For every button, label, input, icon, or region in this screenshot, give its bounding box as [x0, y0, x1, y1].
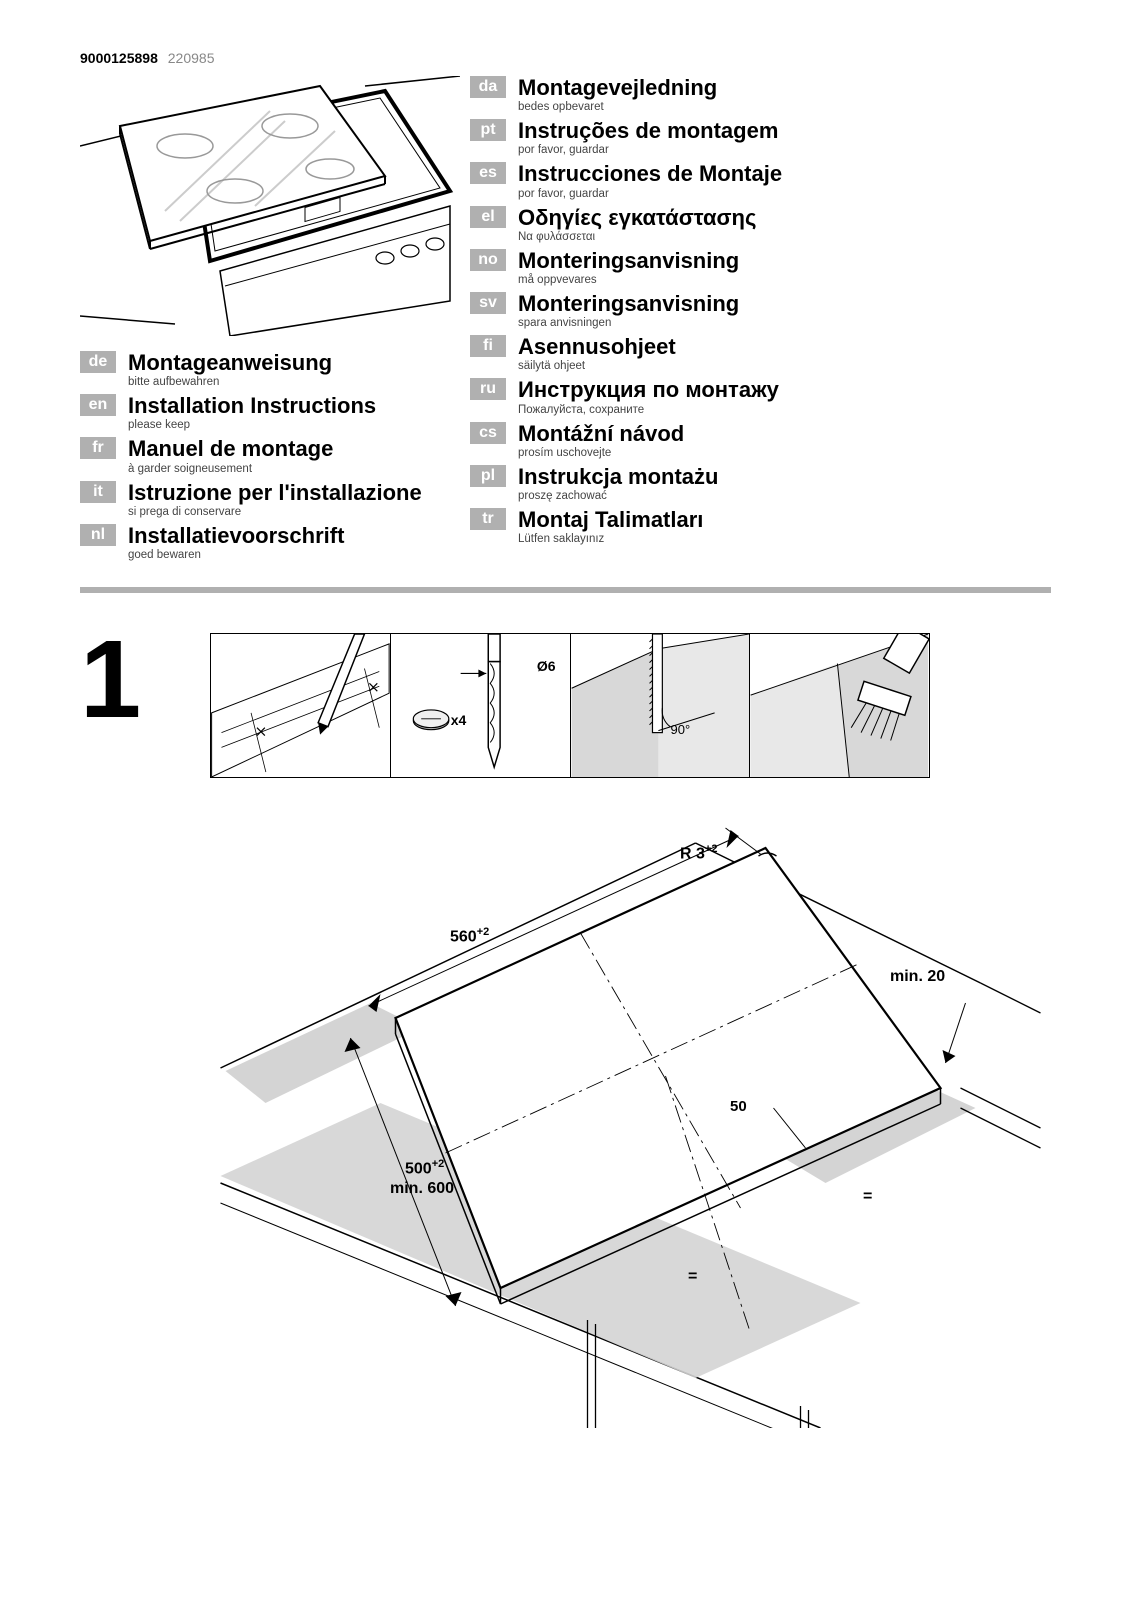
language-list-right: da Montagevejledningbedes opbevaret pt Inst… — [470, 76, 1051, 545]
lang-row-sv: sv Monteringsanvisningspara anvisningen — [470, 292, 1051, 329]
lang-title: Istruzione per l'installazione — [128, 481, 460, 505]
lang-badge: pl — [470, 465, 506, 487]
lang-title: Инструкция по монтажу — [518, 378, 1051, 402]
lang-subtitle: bitte aufbewahren — [128, 376, 460, 388]
dim-depth: 500+2 — [405, 1158, 444, 1178]
dim-front-gap: 50 — [730, 1098, 747, 1115]
lang-subtitle: à garder soigneusement — [128, 463, 460, 475]
lang-row-ru: ru Инструкция по монтажу Пожалуйста, сохра… — [470, 378, 1051, 415]
lang-row-el: el Οδηγίες εγκατάστασηςΝα φυλάσσεται — [470, 206, 1051, 243]
lang-badge: tr — [470, 508, 506, 530]
lang-subtitle: spara anvisningen — [518, 317, 1051, 329]
lang-badge: cs — [470, 422, 506, 444]
lang-badge: nl — [80, 524, 116, 546]
lang-title: Montageanweisung — [128, 351, 460, 375]
panel-mark — [211, 634, 390, 777]
lang-title: Montážní návod — [518, 422, 1051, 446]
lang-badge: el — [470, 206, 506, 228]
lang-subtitle: Пожалуйста, сохраните — [518, 404, 1051, 416]
lang-subtitle: bedes opbevaret — [518, 101, 1051, 113]
lang-subtitle: por favor, guardar — [518, 144, 1051, 156]
dim-min-depth: min. 600 — [390, 1180, 454, 1198]
hob-illustration — [80, 76, 460, 336]
lang-row-nl: nl Installatievoorschriftgoed bewaren — [80, 524, 460, 561]
lang-title: Instruções de montagem — [518, 119, 1051, 143]
lang-badge: pt — [470, 119, 506, 141]
doc-id-secondary: 220985 — [168, 50, 215, 66]
document-id: 9000125898 220985 — [80, 50, 1051, 66]
lang-row-pt: pt Instruções de montagempor favor, guard… — [470, 119, 1051, 156]
section-divider — [80, 587, 1051, 593]
lang-title: Monteringsanvisning — [518, 249, 1051, 273]
lang-title: Montagevejledning — [518, 76, 1051, 100]
drill-size-label: Ø6 — [537, 658, 556, 674]
lang-badge: es — [470, 162, 506, 184]
lang-badge: ru — [470, 378, 506, 400]
dim-clearance: min. 20 — [890, 968, 945, 986]
lang-title: Installatievoorschrift — [128, 524, 460, 548]
dim-width: 560+2 — [450, 926, 489, 946]
language-list-left: de Montageanweisungbitte aufbewahren en Ins… — [80, 351, 460, 561]
lang-badge: fi — [470, 335, 506, 357]
screw-count-label: x4 — [451, 712, 467, 728]
lang-badge: it — [80, 481, 116, 503]
lang-title: Manuel de montage — [128, 437, 460, 461]
lang-title: Οδηγίες εγκατάστασης — [518, 206, 1051, 230]
lang-subtitle: Να φυλάσσεται — [518, 231, 1051, 243]
lang-badge: da — [470, 76, 506, 98]
doc-id-primary: 9000125898 — [80, 50, 158, 66]
lang-title: Installation Instructions — [128, 394, 460, 418]
angle-label: 90° — [671, 722, 691, 737]
lang-subtitle: por favor, guardar — [518, 188, 1051, 200]
lang-subtitle: Lütfen saklayınız — [518, 533, 1051, 545]
lang-row-fr: fr Manuel de montage à garder soigneusemen… — [80, 437, 460, 474]
step-panels: Ø6 x4 — [210, 633, 930, 778]
lang-subtitle: si prega di conservare — [128, 506, 460, 518]
lang-row-it: it Istruzione per l'installazionesi prega… — [80, 481, 460, 518]
equal-mark-1: = — [688, 1268, 697, 1286]
lang-badge: de — [80, 351, 116, 373]
lang-title: Asennusohjeet — [518, 335, 1051, 359]
lang-title: Monteringsanvisning — [518, 292, 1051, 316]
lang-badge: fr — [80, 437, 116, 459]
lang-subtitle: må oppvevares — [518, 274, 1051, 286]
lang-badge: sv — [470, 292, 506, 314]
lang-subtitle: proszę zachować — [518, 490, 1051, 502]
lang-badge: no — [470, 249, 506, 271]
lang-row-da: da Montagevejledningbedes opbevaret — [470, 76, 1051, 113]
panel-seal — [749, 634, 929, 777]
lang-subtitle: please keep — [128, 419, 460, 431]
equal-mark-2: = — [863, 1188, 872, 1206]
lang-badge: en — [80, 394, 116, 416]
lang-row-no: no Monteringsanvisningmå oppvevares — [470, 249, 1051, 286]
dim-radius: R 3+2 — [680, 843, 717, 863]
lang-row-fi: fi Asennusohjeetsäilytä ohjeet — [470, 335, 1051, 372]
step-number: 1 — [80, 633, 180, 1428]
lang-title: Instrucciones de Montaje — [518, 162, 1051, 186]
panel-drill: Ø6 x4 — [390, 634, 570, 777]
lang-row-es: es Instrucciones de Montaje por favor, gua… — [470, 162, 1051, 199]
cutout-diagram: R 3+2 560+2 50 500+2 min. 600 min. 20 = … — [210, 808, 1051, 1428]
lang-subtitle: prosím uschovejte — [518, 447, 1051, 459]
lang-row-tr: tr Montaj TalimatlarıLütfen saklayınız — [470, 508, 1051, 545]
lang-subtitle: säilytä ohjeet — [518, 360, 1051, 372]
lang-title: Montaj Talimatları — [518, 508, 1051, 532]
lang-title: Instrukcja montażu — [518, 465, 1051, 489]
lang-subtitle: goed bewaren — [128, 549, 460, 561]
lang-row-cs: cs Montážní návodprosím uschovejte — [470, 422, 1051, 459]
lang-row-en: en Installation Instructionsplease keep — [80, 394, 460, 431]
lang-row-pl: pl Instrukcja montażuproszę zachować — [470, 465, 1051, 502]
panel-saw: 90° — [570, 634, 750, 777]
lang-row-de: de Montageanweisungbitte aufbewahren — [80, 351, 460, 388]
